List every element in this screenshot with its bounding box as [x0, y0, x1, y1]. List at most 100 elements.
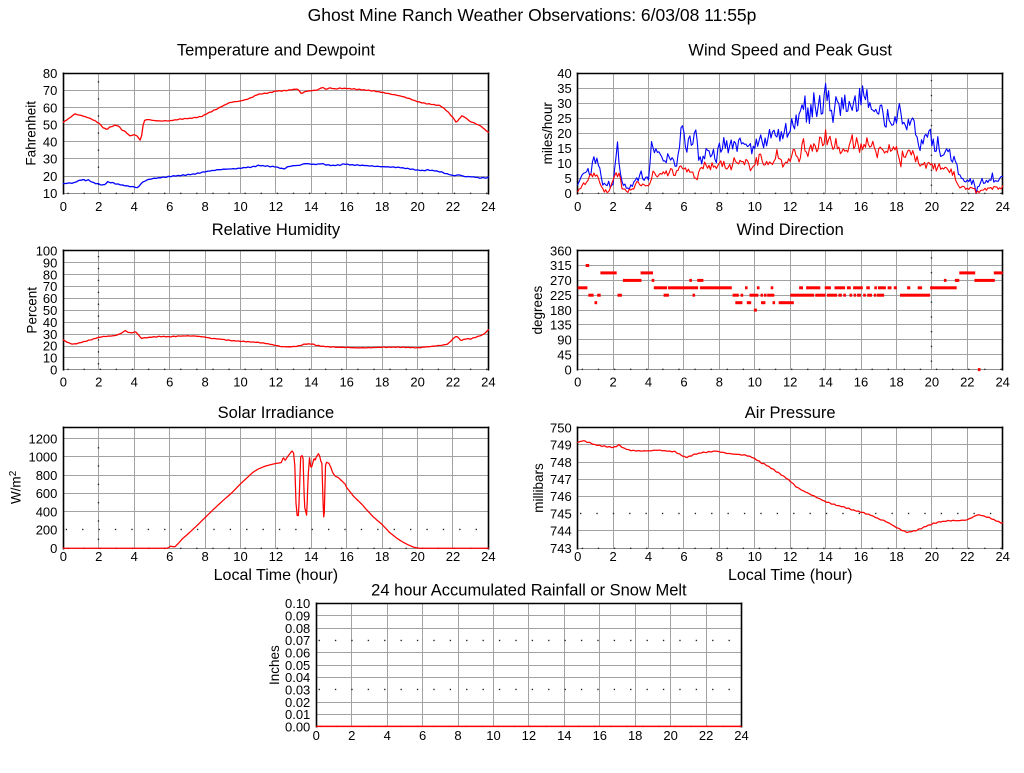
svg-text:20: 20 [43, 339, 57, 354]
svg-text:8: 8 [201, 374, 208, 389]
svg-text:2: 2 [348, 728, 355, 743]
svg-text:360: 360 [550, 243, 572, 258]
svg-text:40: 40 [43, 315, 57, 330]
svg-text:24: 24 [481, 199, 495, 214]
svg-text:6: 6 [419, 728, 426, 743]
svg-text:Wind Speed and Peak Gust: Wind Speed and Peak Gust [688, 42, 892, 60]
svg-text:0: 0 [564, 362, 571, 377]
svg-text:12: 12 [522, 728, 536, 743]
svg-text:50: 50 [43, 303, 57, 318]
svg-text:0.02: 0.02 [285, 695, 310, 710]
svg-text:10: 10 [486, 728, 500, 743]
svg-text:W/m2: W/m2 [8, 470, 24, 504]
svg-text:16: 16 [339, 374, 353, 389]
svg-text:22: 22 [960, 199, 974, 214]
svg-text:2: 2 [95, 199, 102, 214]
svg-text:70: 70 [43, 279, 57, 294]
svg-text:4: 4 [384, 728, 391, 743]
svg-text:14: 14 [304, 549, 318, 564]
svg-text:24 hour Accumulated Rainfall o: 24 hour Accumulated Rainfall or Snow Mel… [371, 582, 687, 600]
svg-text:70: 70 [43, 83, 57, 98]
svg-text:20: 20 [410, 549, 424, 564]
svg-text:Relative Humidity: Relative Humidity [212, 221, 341, 239]
svg-text:Air Pressure: Air Pressure [745, 404, 836, 422]
svg-text:16: 16 [593, 728, 607, 743]
svg-text:80: 80 [43, 66, 57, 81]
svg-text:Local Time (hour): Local Time (hour) [214, 567, 339, 584]
svg-text:10: 10 [748, 549, 762, 564]
svg-text:25: 25 [557, 111, 571, 126]
svg-text:Fahrenheit: Fahrenheit [24, 101, 39, 166]
svg-text:22: 22 [960, 549, 974, 564]
svg-text:Wind Direction: Wind Direction [737, 221, 844, 239]
svg-text:24: 24 [734, 728, 748, 743]
svg-text:8: 8 [454, 728, 461, 743]
svg-text:748: 748 [550, 455, 572, 470]
svg-text:14: 14 [304, 374, 318, 389]
svg-text:6: 6 [680, 374, 687, 389]
svg-text:2: 2 [609, 199, 616, 214]
svg-text:0.09: 0.09 [285, 608, 310, 623]
svg-text:4: 4 [645, 199, 652, 214]
svg-text:8: 8 [201, 199, 208, 214]
svg-text:18: 18 [375, 199, 389, 214]
svg-text:24: 24 [481, 374, 495, 389]
svg-text:22: 22 [699, 728, 713, 743]
svg-text:10: 10 [43, 351, 57, 366]
svg-text:20: 20 [410, 374, 424, 389]
svg-text:2: 2 [609, 374, 616, 389]
svg-text:744: 744 [550, 524, 572, 539]
svg-text:10: 10 [233, 199, 247, 214]
svg-text:Temperature and Dewpoint: Temperature and Dewpoint [177, 42, 376, 60]
svg-text:1200: 1200 [28, 431, 57, 446]
svg-text:80: 80 [43, 267, 57, 282]
svg-text:16: 16 [854, 374, 868, 389]
svg-text:10: 10 [557, 156, 571, 171]
svg-text:20: 20 [925, 199, 939, 214]
svg-text:315: 315 [550, 258, 572, 273]
svg-text:6: 6 [680, 199, 687, 214]
svg-text:90: 90 [43, 255, 57, 270]
svg-text:50: 50 [43, 117, 57, 132]
svg-text:14: 14 [304, 199, 318, 214]
svg-text:0: 0 [574, 549, 581, 564]
svg-text:2: 2 [609, 549, 616, 564]
svg-text:743: 743 [550, 541, 572, 556]
svg-text:24: 24 [995, 374, 1009, 389]
svg-text:800: 800 [36, 468, 58, 483]
svg-text:12: 12 [269, 549, 283, 564]
svg-text:15: 15 [557, 141, 571, 156]
svg-text:0.10: 0.10 [285, 596, 310, 611]
svg-text:135: 135 [550, 318, 572, 333]
svg-text:12: 12 [783, 374, 797, 389]
svg-text:4: 4 [131, 374, 138, 389]
svg-text:400: 400 [36, 504, 58, 519]
svg-text:35: 35 [557, 81, 571, 96]
svg-text:18: 18 [889, 374, 903, 389]
svg-text:8: 8 [201, 549, 208, 564]
svg-text:12: 12 [269, 199, 283, 214]
svg-text:0.07: 0.07 [285, 633, 310, 648]
svg-text:degrees: degrees [530, 285, 545, 334]
svg-text:10: 10 [43, 186, 57, 201]
svg-text:747: 747 [550, 472, 572, 487]
svg-text:12: 12 [783, 199, 797, 214]
svg-text:22: 22 [446, 199, 460, 214]
svg-text:miles/hour: miles/hour [540, 102, 555, 165]
svg-text:4: 4 [645, 549, 652, 564]
svg-text:10: 10 [233, 549, 247, 564]
svg-text:16: 16 [339, 549, 353, 564]
svg-text:8: 8 [716, 374, 723, 389]
svg-text:Solar Irradiance: Solar Irradiance [218, 404, 334, 422]
svg-text:30: 30 [557, 96, 571, 111]
svg-text:749: 749 [550, 438, 572, 453]
svg-text:2: 2 [95, 549, 102, 564]
svg-text:0: 0 [50, 363, 57, 378]
svg-text:Local Time (hour): Local Time (hour) [728, 567, 853, 584]
svg-text:0: 0 [60, 549, 67, 564]
svg-text:24: 24 [995, 199, 1009, 214]
svg-text:0.03: 0.03 [285, 683, 310, 698]
svg-text:18: 18 [889, 199, 903, 214]
svg-text:6: 6 [166, 199, 173, 214]
svg-text:2: 2 [95, 374, 102, 389]
